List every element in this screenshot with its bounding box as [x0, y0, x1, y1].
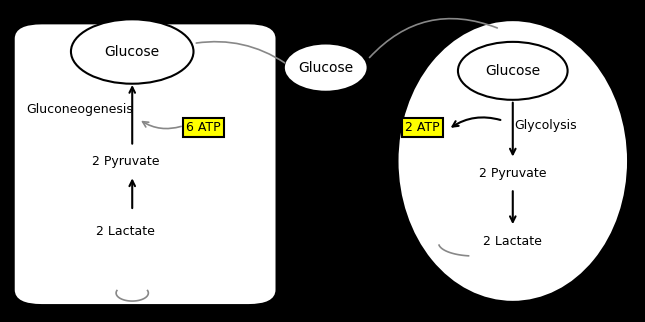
Text: 2 Pyruvate: 2 Pyruvate	[479, 167, 546, 180]
Text: 2 Lactate: 2 Lactate	[96, 225, 155, 238]
Text: 6 ATP: 6 ATP	[186, 121, 221, 134]
Ellipse shape	[284, 43, 368, 92]
Text: Glucose: Glucose	[104, 44, 160, 59]
Ellipse shape	[400, 23, 626, 299]
Text: 2 Pyruvate: 2 Pyruvate	[92, 155, 159, 167]
Text: 2 Lactate: 2 Lactate	[483, 235, 542, 248]
Ellipse shape	[71, 19, 194, 84]
Text: Glucose: Glucose	[298, 61, 353, 75]
Text: Glycolysis: Glycolysis	[515, 119, 577, 132]
Text: 2 ATP: 2 ATP	[405, 121, 440, 134]
Text: Glucose: Glucose	[485, 64, 541, 78]
Ellipse shape	[458, 42, 568, 100]
FancyBboxPatch shape	[16, 26, 274, 303]
Text: Gluconeogenesis: Gluconeogenesis	[26, 103, 133, 116]
